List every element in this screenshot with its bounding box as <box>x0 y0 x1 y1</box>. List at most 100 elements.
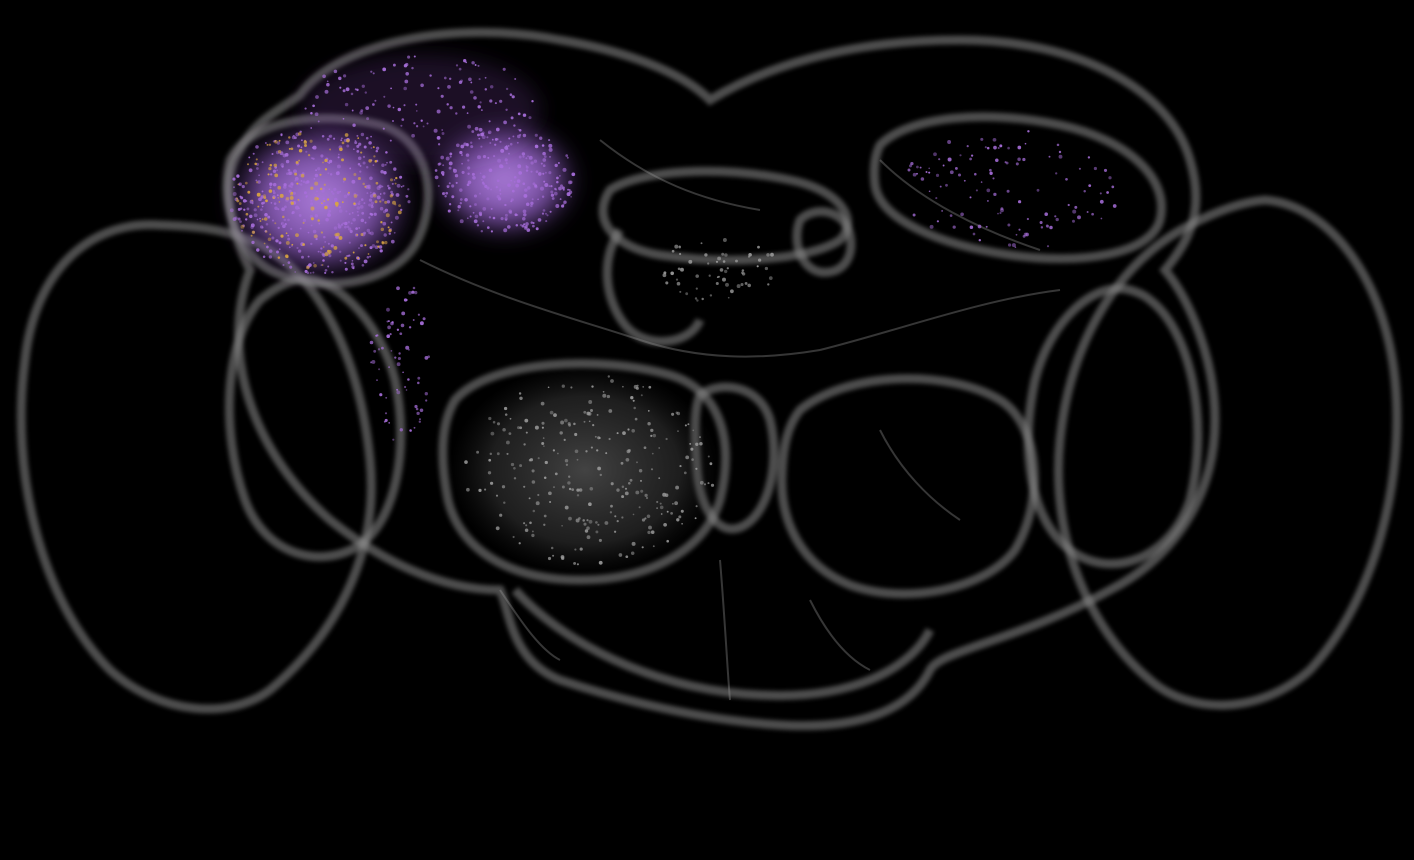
punctum <box>309 272 312 274</box>
punctum <box>380 221 383 224</box>
punctum <box>736 284 741 289</box>
punctum <box>596 413 599 416</box>
punctum <box>1078 167 1081 170</box>
punctum <box>1088 184 1092 188</box>
punctum <box>250 223 255 228</box>
punctum <box>993 145 997 150</box>
punctum <box>482 175 486 179</box>
punctum <box>408 291 412 295</box>
punctum <box>525 169 529 172</box>
punctum <box>364 244 367 247</box>
punctum <box>280 221 284 225</box>
punctum <box>345 87 350 92</box>
punctum <box>356 206 361 210</box>
punctum <box>543 180 546 183</box>
punctum <box>353 202 356 205</box>
punctum <box>488 416 492 421</box>
punctum <box>525 202 530 207</box>
punctum <box>347 254 350 257</box>
punctum <box>290 227 293 230</box>
punctum <box>596 449 599 452</box>
punctum <box>416 411 420 416</box>
punctum <box>541 144 545 147</box>
punctum <box>767 283 770 286</box>
punctum <box>405 194 409 198</box>
punctum <box>396 362 401 367</box>
punctum <box>321 202 323 205</box>
punctum <box>306 271 310 275</box>
punctum <box>251 240 255 245</box>
punctum <box>362 161 366 165</box>
punctum <box>513 175 517 179</box>
punctum <box>502 427 506 432</box>
punctum <box>629 478 633 482</box>
punctum <box>326 137 330 141</box>
punctum <box>525 165 529 169</box>
punctum <box>334 233 338 237</box>
punctum <box>636 461 638 464</box>
punctum <box>352 217 356 222</box>
punctum <box>1054 215 1057 218</box>
punctum <box>625 457 630 462</box>
punctum <box>634 417 638 421</box>
punctum <box>257 205 260 208</box>
punctum <box>912 172 917 177</box>
punctum <box>586 519 589 522</box>
punctum <box>598 538 602 542</box>
punctum <box>516 141 519 144</box>
punctum <box>677 430 679 432</box>
punctum <box>695 442 699 446</box>
punctum <box>415 103 418 106</box>
punctum <box>564 458 569 463</box>
punctum <box>321 264 324 266</box>
punctum <box>389 139 392 142</box>
punctum <box>935 197 938 200</box>
punctum <box>436 135 441 140</box>
punctum <box>510 462 515 467</box>
punctum <box>494 143 497 146</box>
punctum <box>260 208 263 211</box>
punctum <box>522 113 527 117</box>
punctum <box>287 261 291 264</box>
punctum <box>679 252 682 256</box>
punctum <box>345 210 348 213</box>
punctum <box>398 204 401 208</box>
punctum <box>588 400 593 404</box>
punctum <box>616 432 619 435</box>
right-upper-neuropil <box>869 112 1166 264</box>
punctum <box>373 349 377 353</box>
punctum <box>363 202 366 205</box>
punctum <box>549 410 554 415</box>
punctum <box>1011 243 1016 248</box>
punctum <box>445 156 450 161</box>
punctum <box>306 180 310 184</box>
punctum <box>387 325 391 330</box>
punctum <box>277 208 280 211</box>
punctum <box>676 281 681 286</box>
punctum <box>678 245 681 249</box>
punctum <box>957 173 962 177</box>
punctum <box>592 424 595 427</box>
punctum <box>282 215 285 219</box>
punctum <box>524 418 529 423</box>
punctum <box>504 145 509 150</box>
punctum <box>492 420 496 424</box>
punctum <box>325 217 329 222</box>
punctum <box>709 294 713 297</box>
punctum <box>388 366 390 368</box>
punctum <box>647 410 650 412</box>
punctum <box>326 82 330 87</box>
purple-haze <box>300 55 540 165</box>
punctum <box>295 161 299 164</box>
punctum <box>489 142 492 144</box>
punctum <box>370 361 373 364</box>
punctum <box>522 217 526 221</box>
punctum <box>741 269 745 272</box>
punctum <box>344 102 349 107</box>
punctum <box>442 192 446 196</box>
punctum <box>379 193 382 195</box>
punctum <box>359 164 362 167</box>
punctum <box>949 214 953 217</box>
